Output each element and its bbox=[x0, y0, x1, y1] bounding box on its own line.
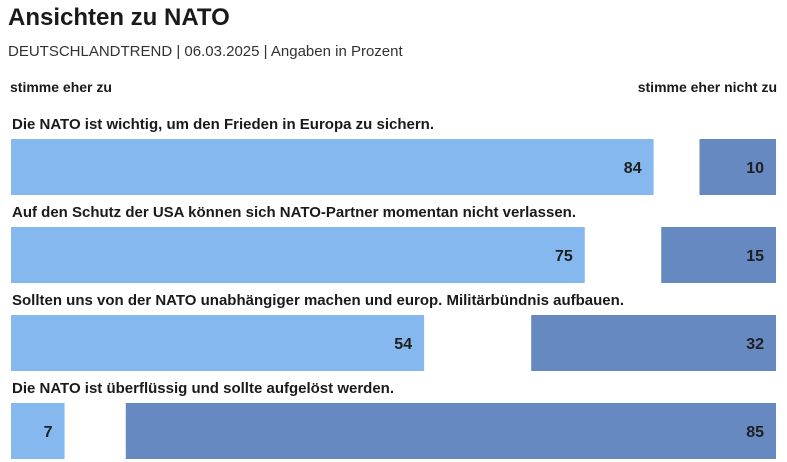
legend-disagree-label: stimme eher nicht zu bbox=[637, 79, 777, 95]
category-label: Die NATO ist überflüssig und sollte aufg… bbox=[12, 380, 394, 397]
bar-disagree bbox=[661, 227, 776, 283]
bar-agree bbox=[11, 227, 585, 283]
data-label-agree: 54 bbox=[394, 336, 412, 353]
bar-disagree bbox=[699, 139, 776, 195]
data-label-disagree: 10 bbox=[746, 160, 764, 177]
data-label-disagree: 15 bbox=[746, 248, 764, 265]
data-label-disagree: 32 bbox=[746, 336, 764, 353]
page-title: Ansichten zu NATO bbox=[8, 4, 230, 31]
data-label-agree: 7 bbox=[44, 424, 53, 441]
bar-agree bbox=[11, 403, 65, 459]
data-label-disagree: 85 bbox=[746, 424, 764, 441]
category-label: Auf den Schutz der USA können sich NATO-… bbox=[12, 204, 576, 221]
category-label: Die NATO ist wichtig, um den Frieden in … bbox=[12, 116, 434, 133]
bar-agree bbox=[11, 315, 425, 371]
legend-agree-label: stimme eher zu bbox=[10, 79, 112, 95]
data-label-agree: 84 bbox=[624, 160, 642, 177]
bar-disagree bbox=[125, 403, 776, 459]
bar-agree bbox=[11, 139, 654, 195]
page-subtitle: DEUTSCHLANDTREND | 06.03.2025 | Angaben … bbox=[8, 43, 403, 60]
data-label-agree: 75 bbox=[555, 248, 573, 265]
bar-disagree bbox=[531, 315, 776, 371]
category-label: Sollten uns von der NATO unabhängiger ma… bbox=[12, 292, 624, 309]
